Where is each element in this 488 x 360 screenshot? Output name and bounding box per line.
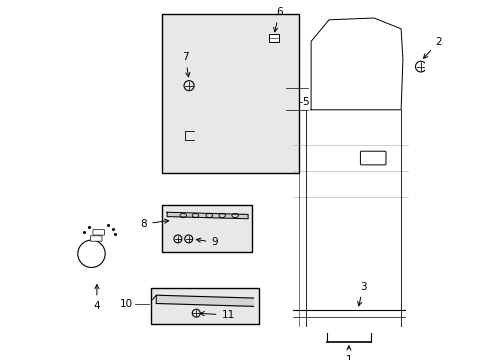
Text: 2: 2	[423, 37, 441, 58]
Text: 4: 4	[93, 285, 100, 311]
Text: 6: 6	[273, 7, 282, 32]
Polygon shape	[167, 212, 247, 219]
Polygon shape	[156, 295, 253, 306]
FancyBboxPatch shape	[268, 34, 278, 42]
Text: 11: 11	[200, 310, 234, 320]
Text: 7: 7	[182, 52, 189, 77]
Bar	[151, 288, 258, 324]
FancyBboxPatch shape	[93, 230, 104, 235]
Bar	[162, 14, 298, 173]
FancyBboxPatch shape	[360, 151, 385, 165]
Text: 1: 1	[345, 346, 351, 360]
FancyBboxPatch shape	[90, 236, 102, 241]
Text: 10: 10	[120, 299, 133, 309]
Text: 3: 3	[357, 282, 366, 306]
Text: 9: 9	[196, 238, 217, 247]
Text: 8: 8	[141, 219, 168, 229]
Bar	[162, 205, 251, 252]
Text: 5: 5	[302, 96, 308, 107]
